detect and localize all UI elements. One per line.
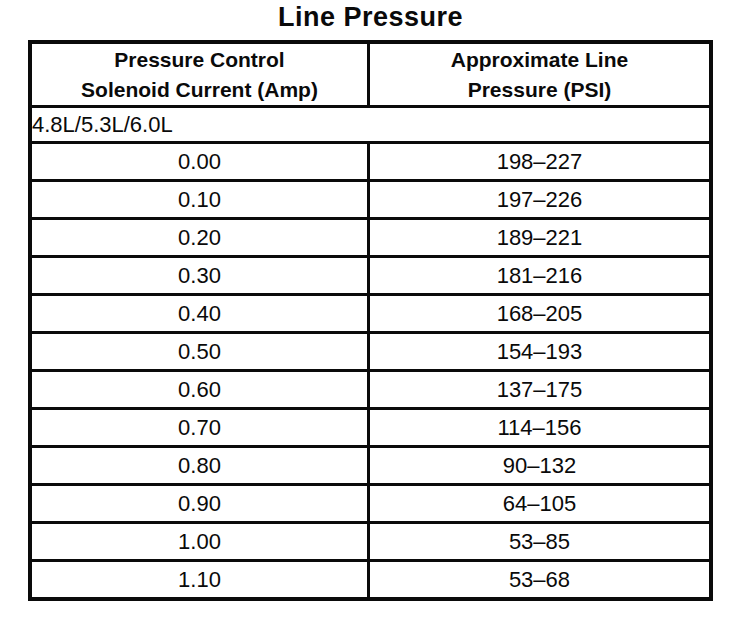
table-row: 0.90 64–105 bbox=[30, 485, 711, 523]
current-cell: 0.00 bbox=[30, 143, 368, 181]
column-header-line-pressure: Approximate Line Pressure (PSI) bbox=[368, 42, 711, 107]
table-row: 1.00 53–85 bbox=[30, 523, 711, 561]
table-row: 0.20 189–221 bbox=[30, 219, 711, 257]
header-line-2: Pressure (PSI) bbox=[468, 78, 612, 101]
current-cell: 1.10 bbox=[30, 561, 368, 600]
table-row: 1.10 53–68 bbox=[30, 561, 711, 600]
current-cell: 0.60 bbox=[30, 371, 368, 409]
engine-group-row: 4.8L/5.3L/6.0L bbox=[30, 107, 711, 143]
current-cell: 0.70 bbox=[30, 409, 368, 447]
pressure-cell: 64–105 bbox=[368, 485, 711, 523]
current-cell: 0.50 bbox=[30, 333, 368, 371]
table-row: 0.30 181–216 bbox=[30, 257, 711, 295]
current-cell: 0.90 bbox=[30, 485, 368, 523]
table-row: 0.00 198–227 bbox=[30, 143, 711, 181]
line-pressure-table: Pressure Control Solenoid Current (Amp) … bbox=[28, 40, 713, 601]
current-cell: 1.00 bbox=[30, 523, 368, 561]
pressure-cell: 53–85 bbox=[368, 523, 711, 561]
pressure-cell: 198–227 bbox=[368, 143, 711, 181]
current-cell: 0.80 bbox=[30, 447, 368, 485]
pressure-cell: 189–221 bbox=[368, 219, 711, 257]
current-cell: 0.40 bbox=[30, 295, 368, 333]
current-cell: 0.20 bbox=[30, 219, 368, 257]
current-cell: 0.30 bbox=[30, 257, 368, 295]
document-area: Line Pressure Pressure Control Solenoid … bbox=[28, 2, 713, 601]
table-row: 0.40 168–205 bbox=[30, 295, 711, 333]
page: Line Pressure Pressure Control Solenoid … bbox=[0, 0, 752, 601]
table-row: 0.80 90–132 bbox=[30, 447, 711, 485]
header-line-1: Pressure Control bbox=[114, 48, 284, 71]
current-cell: 0.10 bbox=[30, 181, 368, 219]
pressure-cell: 154–193 bbox=[368, 333, 711, 371]
table-row: 0.60 137–175 bbox=[30, 371, 711, 409]
pressure-cell: 53–68 bbox=[368, 561, 711, 600]
page-title: Line Pressure bbox=[28, 2, 713, 33]
pressure-cell: 181–216 bbox=[368, 257, 711, 295]
pressure-cell: 137–175 bbox=[368, 371, 711, 409]
pressure-cell: 90–132 bbox=[368, 447, 711, 485]
header-row: Pressure Control Solenoid Current (Amp) … bbox=[30, 42, 711, 107]
pressure-cell: 114–156 bbox=[368, 409, 711, 447]
table-row: 0.70 114–156 bbox=[30, 409, 711, 447]
column-header-solenoid-current: Pressure Control Solenoid Current (Amp) bbox=[30, 42, 368, 107]
pressure-cell: 168–205 bbox=[368, 295, 711, 333]
header-line-1: Approximate Line bbox=[451, 48, 628, 71]
header-line-2: Solenoid Current (Amp) bbox=[81, 78, 318, 101]
table-row: 0.10 197–226 bbox=[30, 181, 711, 219]
engine-group-cell: 4.8L/5.3L/6.0L bbox=[30, 107, 711, 143]
pressure-cell: 197–226 bbox=[368, 181, 711, 219]
table-row: 0.50 154–193 bbox=[30, 333, 711, 371]
